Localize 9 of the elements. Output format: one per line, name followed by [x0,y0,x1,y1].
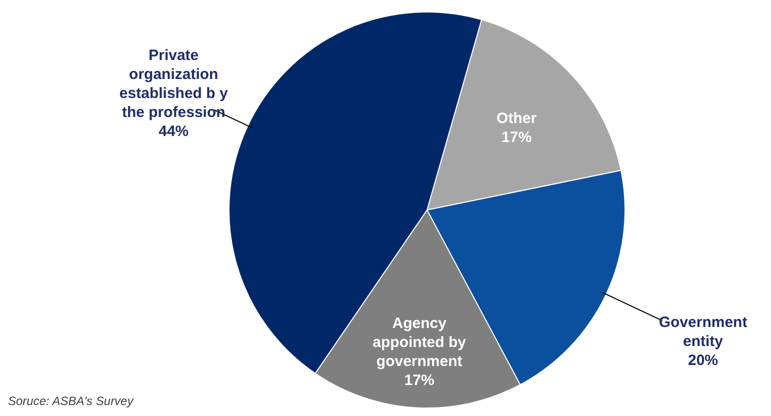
slice-label: Other [496,110,537,128]
data-label: 20% [688,352,718,369]
data-label: 44% [158,122,189,140]
slice-label: Private organization established b y the profession [119,46,228,121]
slice-label: Agency appointed by government [372,314,467,370]
data-label: 17% [502,129,532,146]
text: Soruce: ASBA's Survey [8,394,134,408]
data-label: 17% [404,372,434,389]
slice-label: Government entity [658,314,748,350]
